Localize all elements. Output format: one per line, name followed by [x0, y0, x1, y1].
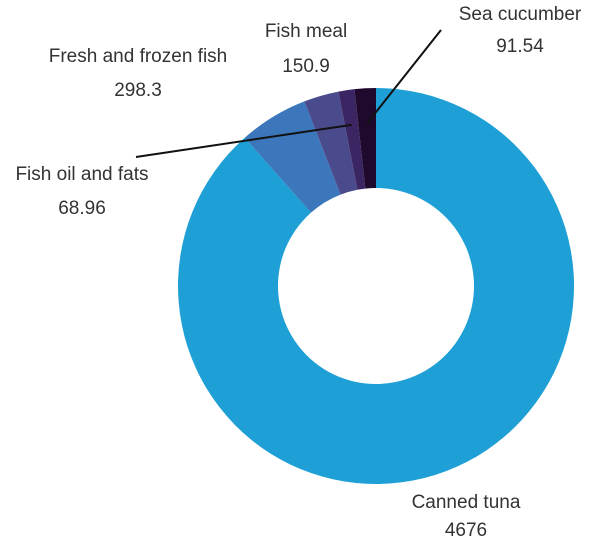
fresh-frozen-fish-value: 298.3: [114, 80, 162, 101]
fish-meal-value: 150.9: [282, 56, 330, 77]
label-fish-oil-fats: Fish oil and fats 68.96: [15, 164, 148, 219]
slice-fish-oil-and-fats: [338, 89, 366, 190]
slice-fresh-and-frozen-fish: [244, 101, 341, 213]
fish-meal-label: Fish meal: [265, 21, 347, 42]
canned-tuna-value: 4676: [445, 520, 487, 541]
label-fresh-frozen-fish: Fresh and frozen fish 298.3: [49, 46, 227, 101]
donut-slices: [178, 88, 574, 484]
label-sea-cucumber: Sea cucumber 91.54: [459, 4, 582, 57]
slice-sea-cucumber: [354, 88, 376, 189]
fish-oil-fats-label: Fish oil and fats: [15, 164, 148, 185]
label-fish-meal: Fish meal 150.9: [265, 21, 347, 77]
sea-cucumber-value: 91.54: [496, 36, 544, 57]
leader-lines: [135, 29, 442, 158]
canned-tuna-label: Canned tuna: [412, 492, 521, 513]
slice-fish-meal: [304, 91, 358, 195]
slice-canned-tuna: [178, 88, 574, 484]
fish-oil-fats-value: 68.96: [58, 198, 106, 219]
fresh-frozen-fish-label: Fresh and frozen fish: [49, 46, 227, 67]
leader-sea-cucumber: [366, 29, 442, 124]
sea-cucumber-label: Sea cucumber: [459, 4, 582, 25]
label-canned-tuna: Canned tuna 4676: [412, 492, 521, 541]
leader-fish-oil-fats: [135, 123, 352, 158]
